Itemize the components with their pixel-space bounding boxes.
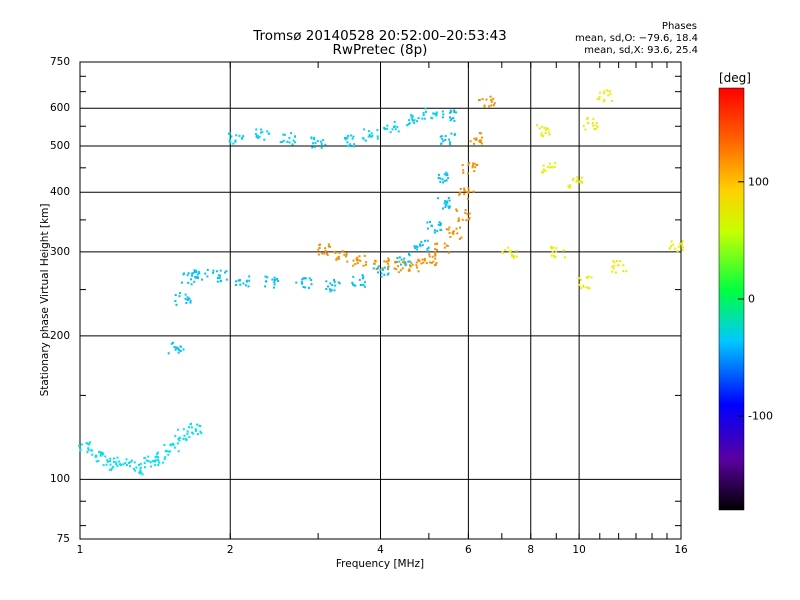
phase-stats-x: mean, sd,X: 93.6, 25.4 (584, 45, 698, 56)
data-point (163, 439, 181, 453)
x-axis-label: Frequency [MHz] (335, 558, 425, 570)
data-point (441, 109, 457, 122)
data-point (461, 161, 479, 175)
chart-title: Tromsø 20140528 20:52:00–20:53:43 (253, 28, 507, 44)
data-point (426, 220, 443, 234)
data-point (596, 89, 614, 103)
y-tick-label: 300 (49, 245, 70, 258)
data-point (383, 120, 400, 134)
x-tick-label: 8 (527, 544, 535, 556)
data-point (167, 341, 185, 355)
data-point (437, 197, 451, 210)
x-tick-label: 1 (76, 544, 84, 556)
data-point (372, 265, 390, 278)
data-point (235, 275, 251, 288)
data-point (254, 128, 271, 141)
x-tick-label: 4 (377, 544, 384, 556)
data-point (212, 269, 228, 283)
data-point (395, 253, 411, 267)
data-point (188, 422, 203, 436)
x-tick-label: 10 (572, 544, 586, 556)
data-point (78, 441, 93, 454)
data-point (455, 208, 471, 222)
data-point (469, 132, 484, 145)
data-point (439, 132, 456, 146)
data-point (567, 176, 584, 189)
x-tick-label: 2 (226, 544, 234, 556)
x-tick-label: 6 (465, 544, 472, 556)
data-point (582, 116, 599, 131)
y-tick-label: 750 (49, 55, 70, 68)
data-point (227, 132, 245, 145)
phase-stats-heading: Phases (661, 21, 697, 32)
x-tick-label: 16 (674, 544, 688, 556)
y-tick-label: 75 (56, 532, 70, 545)
data-point (406, 113, 420, 127)
y-tick-label: 400 (49, 185, 70, 198)
data-point (325, 279, 341, 293)
colorbar-tick-label: 100 (748, 175, 769, 189)
data-point (478, 95, 496, 108)
data-point (264, 275, 280, 289)
data-point (536, 124, 551, 138)
data-point (421, 107, 438, 120)
data-point (344, 134, 356, 148)
data-point (373, 257, 390, 270)
data-point (501, 246, 518, 259)
y-tick-label: 500 (49, 139, 70, 152)
data-point (413, 239, 430, 252)
data-point (362, 128, 379, 142)
data-point (181, 272, 199, 286)
phase-stats-o: mean, sd,O: −79.6, 18.4 (575, 33, 698, 44)
y-tick-label: 100 (49, 473, 70, 486)
data-point (437, 171, 450, 184)
data-point (541, 161, 557, 174)
data-point (102, 457, 118, 471)
data-point (333, 250, 349, 263)
data-point (423, 253, 438, 267)
data-point (458, 187, 475, 200)
y-tick-label: 200 (49, 329, 70, 342)
data-point (154, 450, 170, 464)
colorbar-tick-label: 0 (748, 292, 755, 306)
data-point (295, 277, 313, 289)
data-point (317, 243, 331, 256)
data-point (550, 245, 566, 259)
data-point (434, 242, 450, 256)
data-point (611, 260, 628, 274)
data-point (174, 428, 191, 442)
data-point (129, 461, 144, 476)
y-tick-label: 600 (49, 101, 70, 114)
data-point (91, 451, 107, 463)
data-point (351, 274, 366, 288)
colorbar-tick-label: -100 (748, 409, 773, 423)
data-point (445, 226, 463, 240)
data-point (115, 456, 133, 467)
data-point (577, 275, 593, 290)
data-point (174, 292, 192, 306)
data-point (408, 258, 425, 273)
data-point (310, 136, 327, 149)
chart-subtitle: RwPretec (8p) (332, 42, 428, 58)
data-point (279, 132, 297, 146)
data-point (352, 254, 368, 267)
data-point (668, 240, 684, 253)
colorbar-label: [deg] (719, 71, 751, 85)
data-point (193, 268, 209, 281)
